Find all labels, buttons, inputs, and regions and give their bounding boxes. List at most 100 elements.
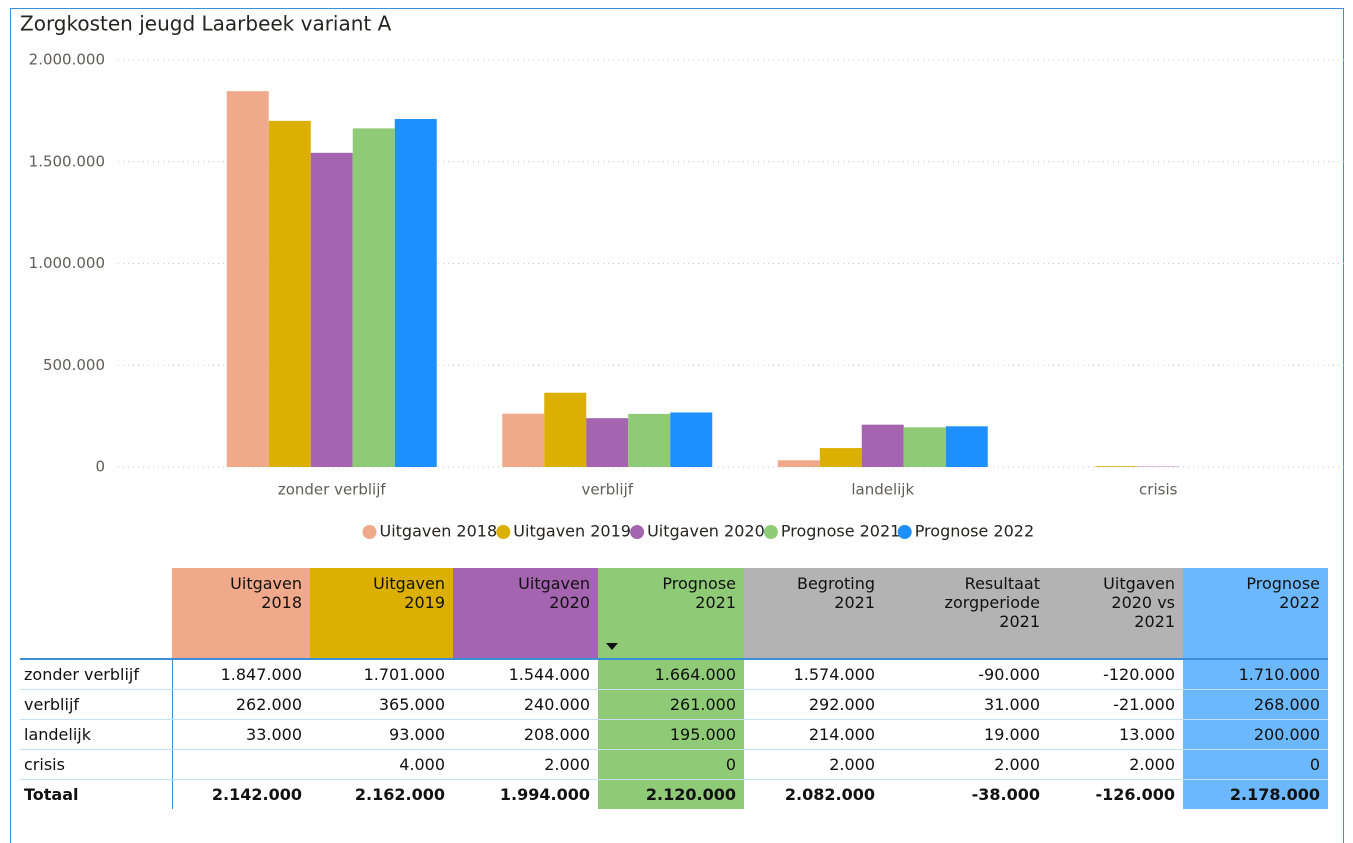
table-cell: 2.000 bbox=[1048, 749, 1183, 780]
table-cell: 2.162.000 bbox=[354, 785, 445, 804]
x-tick-label: crisis bbox=[1139, 481, 1178, 499]
table-cell: 1.994.000 bbox=[499, 785, 590, 804]
column-header: Uitgaven 2020 bbox=[453, 568, 598, 660]
y-tick-label: 2.000.000 bbox=[29, 51, 105, 69]
table-cell: 1.544.000 bbox=[453, 659, 598, 690]
table-row: crisis 4.000 2.000 0 2.000 2.000 2.000 0 bbox=[20, 749, 1328, 780]
legend-marker bbox=[496, 525, 511, 539]
y-tick-label: 1.000.000 bbox=[29, 254, 105, 272]
table-cell: -126.000 bbox=[1095, 785, 1175, 804]
bar bbox=[819, 448, 862, 467]
bar bbox=[394, 119, 437, 467]
table-row: zonder verblijf 1.847.000 1.701.000 1.544.0… bbox=[20, 659, 1328, 690]
table-cell: 2.000 bbox=[883, 749, 1048, 780]
bar bbox=[628, 413, 671, 467]
column-header: Begroting 2021 bbox=[744, 568, 883, 660]
table-cell: 2.120.000 bbox=[598, 779, 744, 809]
table-row: verblijf 262.000 365.000 240.000 261.000 292.… bbox=[20, 689, 1328, 720]
row-label: Totaal bbox=[20, 779, 173, 809]
table-cell: 1.574.000 bbox=[744, 659, 883, 690]
table-cell: 0 bbox=[598, 749, 744, 780]
column-header: Uitgaven 2019 bbox=[310, 568, 453, 660]
table-cell: 2.142.000 bbox=[211, 785, 302, 804]
table-cell: 365.000 bbox=[310, 689, 453, 720]
table-cell: 240.000 bbox=[453, 689, 598, 720]
table-cell: 1.847.000 bbox=[172, 659, 310, 690]
bar bbox=[586, 418, 629, 467]
table-cell: 214.000 bbox=[744, 719, 883, 750]
table-cell: 1.710.000 bbox=[1183, 659, 1328, 690]
table-cell: 1.664.000 bbox=[598, 659, 744, 690]
table-cell: 0 bbox=[1183, 749, 1328, 780]
x-tick-label: zonder verblijf bbox=[278, 481, 387, 499]
column-header: Prognose 2021 bbox=[598, 568, 744, 660]
legend-marker bbox=[763, 525, 778, 539]
bar bbox=[352, 128, 395, 467]
row-label: crisis bbox=[20, 749, 173, 780]
table-cell: -90.000 bbox=[883, 659, 1048, 690]
table-cell: 1.701.000 bbox=[310, 659, 453, 690]
legend-label: Prognose 2022 bbox=[915, 522, 1034, 541]
column-header: Uitgaven 2020 vs 2021 bbox=[1048, 568, 1183, 660]
table-cell: 292.000 bbox=[744, 689, 883, 720]
table-cell: 19.000 bbox=[883, 719, 1048, 750]
x-tick-label: verblijf bbox=[581, 481, 633, 499]
bar bbox=[1095, 466, 1138, 467]
table-cell: 262.000 bbox=[172, 689, 310, 720]
table-cell: 268.000 bbox=[1183, 689, 1328, 720]
column-header: Resultaat zorgperiode 2021 bbox=[883, 568, 1048, 660]
table-cell: 2.082.000 bbox=[784, 785, 875, 804]
y-tick-label: 1.500.000 bbox=[29, 152, 105, 170]
table-cell: 208.000 bbox=[453, 719, 598, 750]
table-cell: -21.000 bbox=[1048, 689, 1183, 720]
corner-cell bbox=[20, 568, 172, 660]
bar bbox=[268, 120, 311, 467]
legend-label: Uitgaven 2020 bbox=[647, 522, 765, 541]
bar bbox=[945, 426, 988, 467]
legend-marker bbox=[362, 525, 377, 539]
y-tick-label: 0 bbox=[95, 458, 105, 476]
bar bbox=[670, 412, 713, 467]
bar bbox=[903, 427, 946, 467]
table-row: landelijk 33.000 93.000 208.000 195.000 214.0… bbox=[20, 719, 1328, 750]
table-cell: 261.000 bbox=[598, 689, 744, 720]
y-tick-label: 500.000 bbox=[43, 356, 105, 374]
legend-label: Uitgaven 2019 bbox=[513, 522, 631, 541]
table-cell: -120.000 bbox=[1048, 659, 1183, 690]
column-header: Uitgaven 2018 bbox=[172, 568, 310, 660]
row-label: verblijf bbox=[20, 689, 173, 720]
x-tick-label: landelijk bbox=[851, 481, 914, 499]
bar bbox=[861, 424, 904, 467]
bar bbox=[502, 413, 545, 467]
table-cell: -38.000 bbox=[971, 785, 1040, 804]
table-cell bbox=[172, 749, 310, 780]
table-cell: 200.000 bbox=[1183, 719, 1328, 750]
bar bbox=[310, 152, 353, 467]
table-cell: 4.000 bbox=[310, 749, 453, 780]
legend-label: Uitgaven 2018 bbox=[380, 522, 498, 541]
table-cell: 2.000 bbox=[744, 749, 883, 780]
row-label: landelijk bbox=[20, 719, 173, 750]
row-label: zonder verblijf bbox=[20, 659, 173, 690]
table-cell: 33.000 bbox=[172, 719, 310, 750]
header-row: Uitgaven 2018 Uitgaven 2019 Uitgaven 2020 P… bbox=[20, 568, 1328, 660]
chart: Zorgkosten jeugd Laarbeek variant A 0 500… bbox=[20, 12, 1345, 541]
legend-label: Prognose 2021 bbox=[781, 522, 900, 541]
legend-marker bbox=[630, 525, 645, 539]
visual-frame bbox=[10, 8, 1344, 843]
table-cell: 2.000 bbox=[453, 749, 598, 780]
table-cell: 93.000 bbox=[310, 719, 453, 750]
table-cell: 13.000 bbox=[1048, 719, 1183, 750]
table-cell: 2.178.000 bbox=[1183, 779, 1328, 809]
data-table: Uitgaven 2018 Uitgaven 2019 Uitgaven 2020 P… bbox=[20, 568, 1328, 809]
legend-marker bbox=[897, 525, 912, 539]
bar bbox=[777, 460, 820, 467]
chart-title: Zorgkosten jeugd Laarbeek variant A bbox=[20, 12, 392, 36]
bar bbox=[544, 392, 587, 467]
table-cell: 195.000 bbox=[598, 719, 744, 750]
table-cell: 31.000 bbox=[883, 689, 1048, 720]
sort-indicator bbox=[606, 643, 618, 650]
bar bbox=[226, 91, 269, 467]
table-row: Totaal 2.142.000 2.162.000 1.994.000 2.120.0… bbox=[20, 779, 1328, 809]
